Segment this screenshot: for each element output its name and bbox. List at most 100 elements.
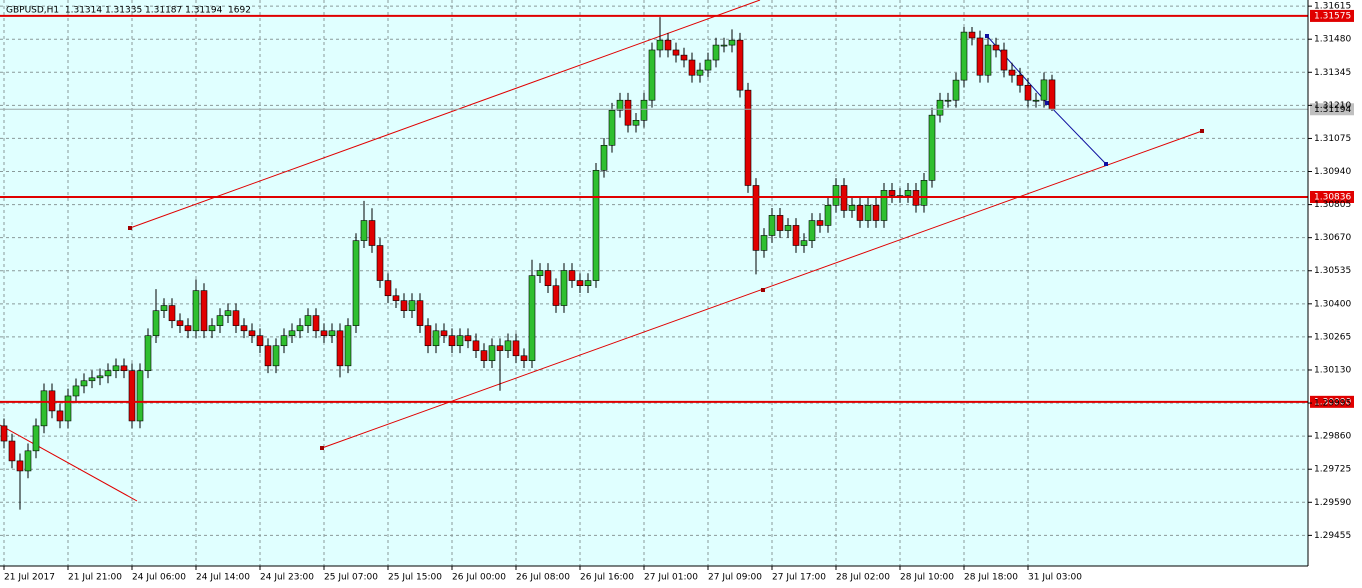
candle-body: [672, 49, 680, 56]
candle-body: [592, 169, 600, 281]
candle-body: [312, 315, 320, 332]
candle-body: [424, 325, 432, 347]
candle-body: [1040, 79, 1048, 101]
candle-body: [184, 325, 192, 332]
x-tick-label: 26 Jul 00:00: [452, 573, 506, 583]
candle-body: [392, 295, 400, 301]
x-tick-label: 21 Jul 21:00: [68, 573, 122, 583]
level-box: [1310, 395, 1354, 408]
anchor-point: [128, 226, 132, 230]
candle-body: [296, 325, 304, 332]
candle-body: [488, 345, 496, 361]
x-tick-label: 26 Jul 08:00: [516, 573, 570, 583]
candle-body: [56, 410, 64, 422]
candle-body: [968, 31, 976, 39]
candle-body: [352, 240, 360, 326]
levels: 1.31194 1.31575 1.30836 1.30000: [0, 9, 1354, 408]
anchor-point: [985, 34, 989, 38]
candle-body: [680, 54, 688, 61]
candle-body: [328, 330, 336, 336]
anchor-point: [320, 446, 324, 450]
candle-body: [928, 114, 936, 181]
anchor-point: [1104, 162, 1108, 166]
candle-body: [288, 330, 296, 336]
x-tick-label: 26 Jul 16:00: [580, 573, 634, 583]
candle-body: [208, 325, 216, 332]
candle-body: [1048, 79, 1056, 110]
candle-body: [888, 190, 896, 196]
x-tick-label: 28 Jul 02:00: [836, 573, 890, 583]
candle-body: [728, 39, 736, 46]
candle-body: [40, 390, 48, 427]
trend-line: [0, 424, 138, 502]
candle-body: [544, 270, 552, 286]
anchor-point: [761, 288, 765, 292]
candle-body: [808, 220, 816, 241]
candle-body: [576, 280, 584, 286]
candle-body: [400, 300, 408, 311]
level-box: [1310, 190, 1354, 203]
candle-body: [192, 290, 200, 332]
candle-body: [344, 325, 352, 367]
candle-body: [792, 225, 800, 246]
y-tick-label: 1.31480: [1314, 35, 1351, 45]
candle-body: [104, 370, 112, 377]
candle-body: [96, 375, 104, 379]
grid: [0, 0, 1308, 566]
candle-body: [528, 275, 536, 361]
level-label: 1.30836: [1314, 192, 1351, 202]
candle-body: [872, 205, 880, 221]
y-tick-label: 1.30940: [1314, 167, 1351, 177]
y-tick-label: 1.30535: [1314, 266, 1351, 276]
candle-body: [952, 79, 960, 101]
x-tick-label: 28 Jul 10:00: [900, 573, 954, 583]
candle-body: [944, 99, 952, 102]
candle-body: [264, 345, 272, 367]
candle-body: [848, 205, 856, 211]
candle-body: [856, 205, 864, 221]
chart-title: GBPUSD,H1 1.31314 1.31335 1.31187 1.3119…: [6, 6, 251, 16]
last-price-label: 1.31194: [1314, 105, 1351, 115]
candle-body: [712, 44, 720, 61]
candle-body: [600, 144, 608, 171]
candle-body: [280, 335, 288, 347]
candle-body: [616, 99, 624, 111]
candle-body: [656, 39, 664, 51]
x-tick-label: 24 Jul 06:00: [132, 573, 186, 583]
x-tick-label: 21 Jul 2017: [4, 573, 55, 583]
candle-body: [496, 345, 504, 351]
candle-body: [1016, 74, 1024, 86]
candle-body: [416, 300, 424, 326]
anchor-point: [1045, 101, 1049, 105]
candle-body: [720, 44, 728, 47]
candle-body: [824, 205, 832, 226]
candle-body: [24, 450, 32, 472]
x-tick-label: 31 Jul 03:00: [1028, 573, 1082, 583]
candle-body: [744, 89, 752, 186]
level-label: 1.31575: [1314, 11, 1351, 21]
y-tick-label: 1.30400: [1314, 299, 1351, 309]
candle-body: [360, 220, 368, 241]
x-tick-label: 27 Jul 01:00: [644, 573, 698, 583]
y-tick-label: 1.29995: [1314, 399, 1351, 409]
candle-body: [520, 355, 528, 361]
candle-body: [1000, 49, 1008, 71]
candle-body: [440, 330, 448, 336]
candle-body: [256, 335, 264, 347]
y-tick-label: 1.29590: [1314, 498, 1351, 508]
candle-body: [480, 350, 488, 361]
candle-body: [8, 440, 16, 462]
y-tick-label: 1.30670: [1314, 233, 1351, 243]
candle-body: [608, 109, 616, 146]
candle-body: [304, 315, 312, 326]
candle-body: [1032, 99, 1040, 102]
candle-body: [408, 300, 416, 311]
candle-body: [976, 37, 984, 76]
level-label: 1.30000: [1314, 397, 1351, 407]
candle-body: [920, 180, 928, 206]
y-tick-label: 1.30265: [1314, 332, 1351, 342]
x-tick-label: 24 Jul 23:00: [260, 573, 314, 583]
candle-body: [136, 370, 144, 422]
candle-body: [0, 425, 8, 442]
